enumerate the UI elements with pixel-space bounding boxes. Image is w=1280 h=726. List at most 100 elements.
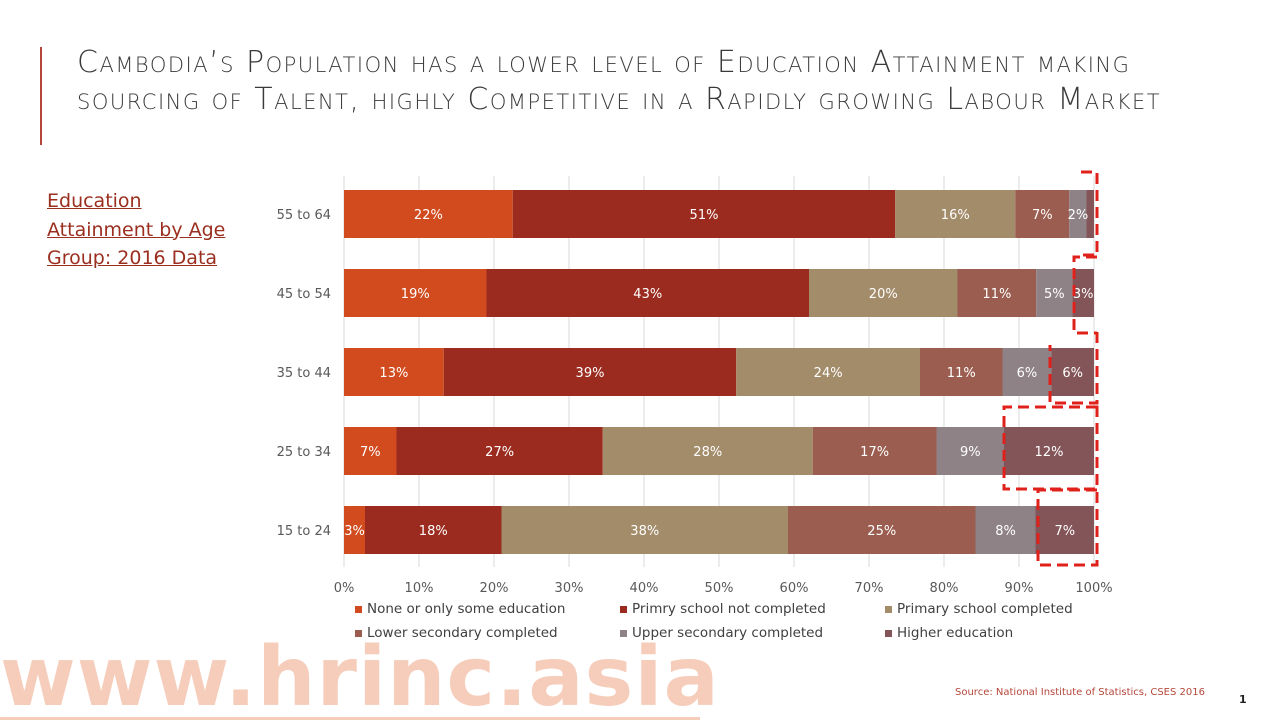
legend-item: Primary school completed xyxy=(885,601,1115,617)
data-label: 19% xyxy=(401,287,430,302)
page-number: 1 xyxy=(1239,693,1247,706)
x-tick-label: 100% xyxy=(1075,581,1112,596)
legend-label: None or only some education xyxy=(367,601,566,617)
legend-item: Primry school not completed xyxy=(620,601,885,617)
bar-segment xyxy=(486,269,809,317)
x-tick-label: 10% xyxy=(405,581,434,596)
bar-segment xyxy=(344,427,397,475)
bar-segment xyxy=(920,348,1003,396)
category-label: 55 to 64 xyxy=(277,208,331,223)
data-label: 9% xyxy=(960,445,981,460)
legend-item: None or only some education xyxy=(355,601,620,617)
data-label: 16% xyxy=(941,208,970,223)
legend-item: Higher education xyxy=(885,625,1115,641)
highlight-outline-35-44 xyxy=(1048,332,1099,405)
bar-segment xyxy=(344,506,365,554)
data-label: 28% xyxy=(693,445,722,460)
data-label: 6% xyxy=(1062,366,1083,381)
data-label: 12% xyxy=(1035,445,1064,460)
watermark-text: www.hrinc.asia xyxy=(0,630,720,725)
category-label: 45 to 54 xyxy=(277,287,331,302)
data-label: 17% xyxy=(860,445,889,460)
data-label: 2% xyxy=(1068,208,1089,223)
category-label: 25 to 34 xyxy=(277,445,331,460)
legend-swatch xyxy=(355,629,362,637)
x-tick-label: 50% xyxy=(705,581,734,596)
x-tick-label: 20% xyxy=(480,581,509,596)
data-label: 7% xyxy=(1054,524,1075,539)
data-label: 18% xyxy=(419,524,448,539)
legend-item: Lower secondary completed xyxy=(355,625,620,641)
bar-segment xyxy=(365,506,502,554)
data-label: 27% xyxy=(485,445,514,460)
highlight-outlines xyxy=(1002,170,1099,567)
x-tick-label: 60% xyxy=(780,581,809,596)
bar-segment xyxy=(602,427,813,475)
data-label: 11% xyxy=(947,366,976,381)
legend-swatch xyxy=(620,629,627,637)
bars xyxy=(344,190,1094,554)
data-label: 6% xyxy=(1017,366,1038,381)
x-tick-label: 90% xyxy=(1005,581,1034,596)
bar-segment xyxy=(1002,348,1052,396)
bar-segment xyxy=(344,348,444,396)
x-tick-label: 0% xyxy=(334,581,355,596)
data-label: 13% xyxy=(379,366,408,381)
x-tick-label: 40% xyxy=(630,581,659,596)
data-label: 22% xyxy=(414,208,443,223)
bar-segment xyxy=(1069,190,1087,238)
chart-side-label: Education Attainment by Age Group: 2016 … xyxy=(47,190,226,269)
data-label: 39% xyxy=(576,366,605,381)
bar-segment xyxy=(512,190,896,238)
highlight-outline-55-64 xyxy=(1081,170,1099,257)
chart-legend: None or only some education Primry school… xyxy=(355,601,1115,641)
bar-segment xyxy=(1036,269,1073,317)
legend-label: Primary school completed xyxy=(897,601,1073,617)
bar-segment xyxy=(443,348,737,396)
data-label: 25% xyxy=(867,524,896,539)
watermark-underline xyxy=(0,717,700,720)
bar-segment xyxy=(1004,427,1094,475)
highlight-outline-45-54 xyxy=(1072,255,1097,335)
bar-segment xyxy=(957,269,1037,317)
data-label: 20% xyxy=(869,287,898,302)
highlight-outline-15-24 xyxy=(1036,488,1099,567)
legend-swatch xyxy=(885,629,892,637)
bar-segment xyxy=(501,506,788,554)
data-label: 3% xyxy=(344,524,365,539)
data-label: 24% xyxy=(814,366,843,381)
bar-segment xyxy=(812,427,937,475)
x-tick-label: 80% xyxy=(930,581,959,596)
legend-swatch xyxy=(885,605,892,613)
bar-segment xyxy=(1015,190,1070,238)
bar-segment xyxy=(344,190,513,238)
data-label: 11% xyxy=(982,287,1011,302)
bar-segment xyxy=(736,348,920,396)
category-label: 35 to 44 xyxy=(277,366,331,381)
bar-segment xyxy=(788,506,976,554)
data-label: 7% xyxy=(360,445,381,460)
legend-label: Upper secondary completed xyxy=(632,625,824,641)
data-label: 5% xyxy=(1044,287,1065,302)
data-label: 7% xyxy=(1032,208,1053,223)
data-labels: 22% 51% 16% 7% 2% 19% 43% 20% 11% 5% 3% 13% 39% 24% 11… xyxy=(344,208,1093,539)
data-label: 51% xyxy=(690,208,719,223)
x-tick-label: 70% xyxy=(855,581,884,596)
slide-title: Cambodia’s Population has a lower level … xyxy=(77,45,1162,117)
bar-segment xyxy=(1035,506,1094,554)
bar-segment xyxy=(344,269,487,317)
bar-segment xyxy=(1051,348,1094,396)
title-accent-rule xyxy=(40,47,42,145)
legend-swatch xyxy=(355,605,362,613)
bar-segment xyxy=(1072,269,1094,317)
bar-segment xyxy=(975,506,1036,554)
highlight-outline-25-34 xyxy=(1002,405,1099,491)
x-tick-label: 30% xyxy=(555,581,584,596)
category-label: 15 to 24 xyxy=(277,524,331,539)
legend-label: Lower secondary completed xyxy=(367,625,558,641)
bar-segment xyxy=(809,269,958,317)
data-label: 43% xyxy=(633,287,662,302)
legend-label: Higher education xyxy=(897,625,1014,641)
bar-segment xyxy=(1086,190,1094,238)
